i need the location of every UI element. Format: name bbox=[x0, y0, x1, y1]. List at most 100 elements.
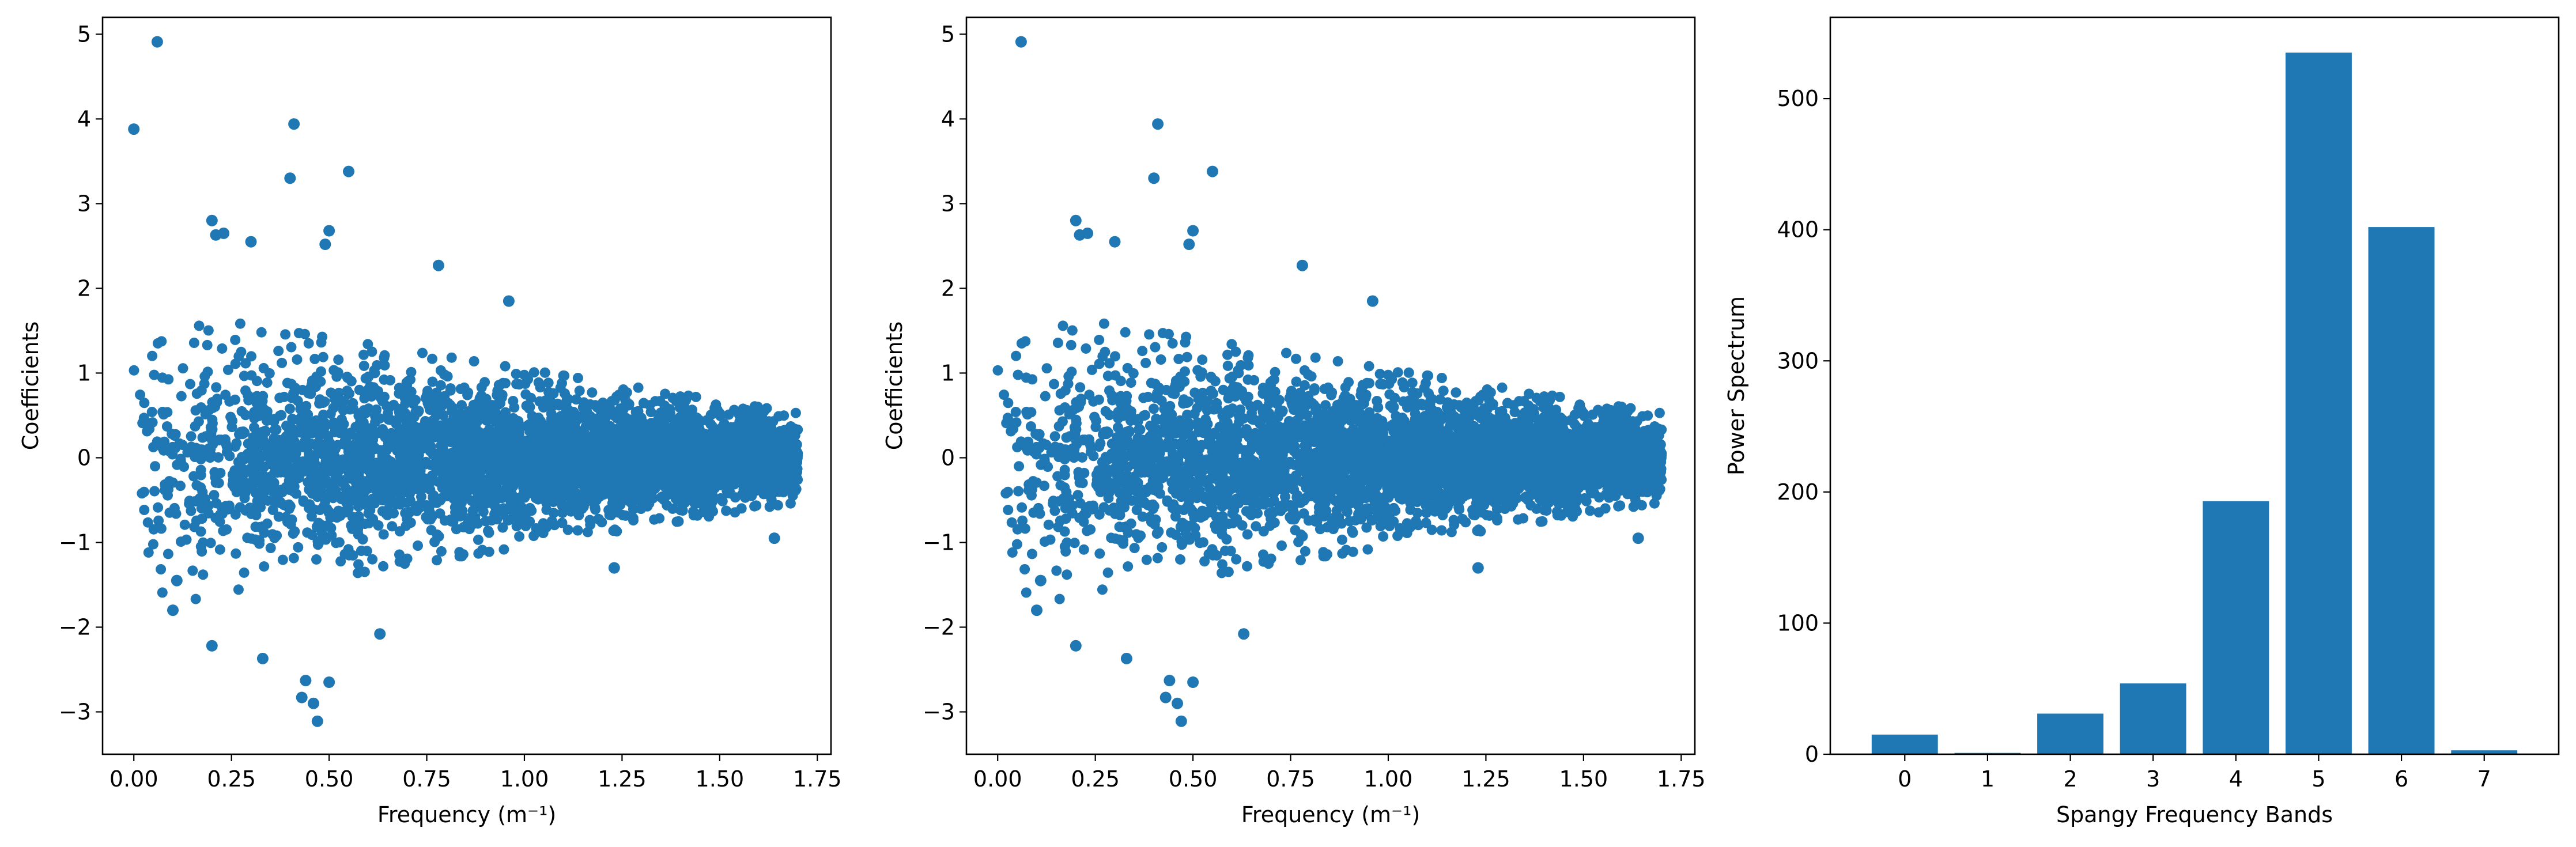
scatter-point bbox=[722, 425, 733, 436]
scatter-point bbox=[275, 498, 286, 509]
scatter-point bbox=[668, 445, 679, 456]
scatter-point bbox=[239, 567, 250, 578]
scatter-point bbox=[608, 562, 620, 574]
scatter-point bbox=[328, 365, 339, 376]
scatter-point bbox=[673, 496, 683, 506]
scatter-point bbox=[329, 488, 340, 499]
scatter-point bbox=[167, 441, 178, 452]
scatter-point bbox=[513, 433, 524, 443]
scatter-point bbox=[385, 435, 396, 446]
scatter-point bbox=[229, 394, 240, 405]
scatter-point bbox=[501, 429, 512, 439]
scatter-point bbox=[216, 434, 226, 445]
scatter-point bbox=[176, 391, 187, 402]
scatter-point bbox=[688, 506, 698, 517]
scatter-point bbox=[676, 465, 687, 476]
scatter-point bbox=[397, 452, 407, 463]
scatter-point bbox=[333, 440, 343, 451]
scatter-point bbox=[309, 354, 320, 364]
scatter-point bbox=[323, 225, 335, 237]
scatter-point bbox=[339, 463, 349, 474]
scatter-point bbox=[580, 455, 591, 466]
scatter-point bbox=[199, 379, 210, 390]
scatter-point bbox=[773, 470, 784, 481]
scatter-point bbox=[254, 538, 265, 549]
scatter-point bbox=[473, 548, 484, 559]
scatter-point bbox=[695, 491, 706, 502]
scatter-point bbox=[177, 363, 188, 374]
scatter-point bbox=[712, 404, 723, 415]
scatter-point bbox=[347, 523, 358, 534]
scatter-point bbox=[473, 534, 484, 545]
scatter-point bbox=[463, 387, 474, 398]
y-tick-label: 5 bbox=[77, 21, 91, 47]
scatter-point bbox=[474, 407, 485, 418]
scatter-point bbox=[249, 422, 259, 433]
scatter-point bbox=[331, 538, 342, 549]
scatter-point bbox=[250, 521, 261, 532]
scatter-point bbox=[704, 511, 715, 522]
scatter-point bbox=[156, 523, 167, 534]
scatter-point bbox=[288, 463, 299, 474]
scatter-point bbox=[458, 521, 469, 532]
scatter-point bbox=[409, 463, 420, 474]
scatter-point bbox=[187, 565, 198, 576]
scatter-point bbox=[405, 495, 416, 506]
scatter-point bbox=[496, 392, 507, 403]
scatter-point bbox=[149, 486, 160, 497]
scatter-point bbox=[198, 569, 209, 580]
scatter-point bbox=[587, 387, 598, 398]
scatter-point bbox=[308, 697, 319, 709]
scatter-point bbox=[579, 397, 590, 408]
scatter-point bbox=[262, 377, 273, 388]
scatter-point bbox=[447, 402, 458, 413]
scatter-point bbox=[128, 123, 140, 135]
scatter-point bbox=[434, 408, 445, 418]
scatter-point bbox=[611, 501, 622, 512]
scatter-point bbox=[190, 593, 201, 604]
scatter-point bbox=[533, 445, 544, 455]
scatter-point bbox=[146, 407, 157, 417]
scatter-point bbox=[420, 459, 430, 470]
scatter-point bbox=[319, 470, 330, 481]
scatter-point bbox=[333, 354, 344, 365]
scatter-point bbox=[143, 547, 154, 558]
scatter-point bbox=[559, 370, 570, 381]
x-tick-label: 0.25 bbox=[207, 766, 256, 792]
scatter-point bbox=[221, 447, 232, 457]
scatter-point bbox=[260, 426, 271, 437]
scatter-point bbox=[476, 382, 487, 393]
scatter-point bbox=[439, 475, 450, 486]
scatter-panel-left: 0.00 0.25 0.50 0.75 1.00 1.25 1.50 1.75 −3−2−10… bbox=[18, 16, 842, 827]
scatter-point bbox=[625, 482, 636, 493]
scatter-point bbox=[186, 431, 197, 442]
scatter-point bbox=[288, 118, 300, 130]
scatter-point bbox=[368, 444, 379, 455]
scatter-point bbox=[137, 488, 148, 499]
scatter-point bbox=[413, 540, 423, 551]
scatter-point bbox=[524, 402, 535, 413]
scatter-point bbox=[214, 544, 225, 555]
scatter-point bbox=[417, 347, 428, 358]
scatter-point bbox=[432, 555, 442, 566]
scatter-point bbox=[415, 502, 426, 513]
scatter-point bbox=[161, 421, 172, 432]
scatter-point bbox=[256, 652, 269, 664]
scatter-point bbox=[1537, 516, 1548, 527]
scatter-point bbox=[200, 409, 211, 419]
scatter-point bbox=[441, 486, 452, 496]
scatter-point bbox=[298, 496, 309, 507]
scatter-point bbox=[254, 487, 265, 498]
scatter-point bbox=[450, 465, 461, 476]
scatter-point bbox=[546, 416, 557, 427]
scatter-point bbox=[684, 492, 695, 503]
scatter-point bbox=[299, 466, 309, 477]
scatter-point bbox=[480, 516, 491, 527]
scatter-point bbox=[265, 543, 276, 554]
scatter-point bbox=[435, 462, 446, 473]
scatter-point bbox=[447, 451, 458, 462]
scatter-point bbox=[446, 352, 457, 363]
scatter-point bbox=[202, 339, 213, 350]
scatter-point bbox=[518, 516, 528, 527]
